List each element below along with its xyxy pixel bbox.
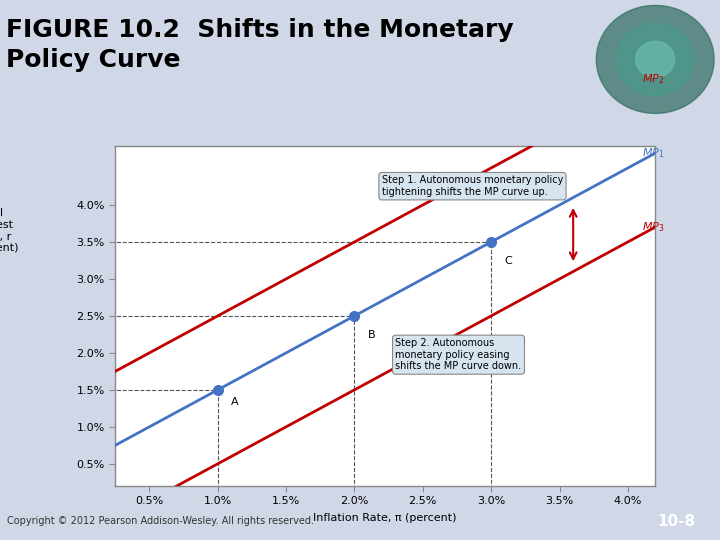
Text: B: B <box>368 330 376 340</box>
Text: C: C <box>505 256 513 266</box>
Text: Step 2. Autonomous
monetary policy easing
shifts the MP curve down.: Step 2. Autonomous monetary policy easin… <box>395 338 521 372</box>
Polygon shape <box>596 5 714 113</box>
Text: $MP_3$: $MP_3$ <box>642 220 664 234</box>
Text: FIGURE 10.2  Shifts in the Monetary
Policy Curve: FIGURE 10.2 Shifts in the Monetary Polic… <box>6 18 513 71</box>
Polygon shape <box>616 23 695 96</box>
Text: 10-8: 10-8 <box>658 514 696 529</box>
Polygon shape <box>636 42 675 77</box>
Text: Step 1. Autonomous monetary policy
tightening shifts the MP curve up.: Step 1. Autonomous monetary policy tight… <box>382 176 563 197</box>
X-axis label: Inflation Rate, π (percent): Inflation Rate, π (percent) <box>313 514 457 523</box>
Y-axis label: Real
Interest
Rate, r
(percent): Real Interest Rate, r (percent) <box>0 208 18 253</box>
Text: Copyright © 2012 Pearson Addison-Wesley. All rights reserved.: Copyright © 2012 Pearson Addison-Wesley.… <box>7 516 314 526</box>
Text: $MP_2$: $MP_2$ <box>642 72 664 86</box>
Text: $MP_1$: $MP_1$ <box>642 146 664 160</box>
Text: A: A <box>231 397 239 407</box>
